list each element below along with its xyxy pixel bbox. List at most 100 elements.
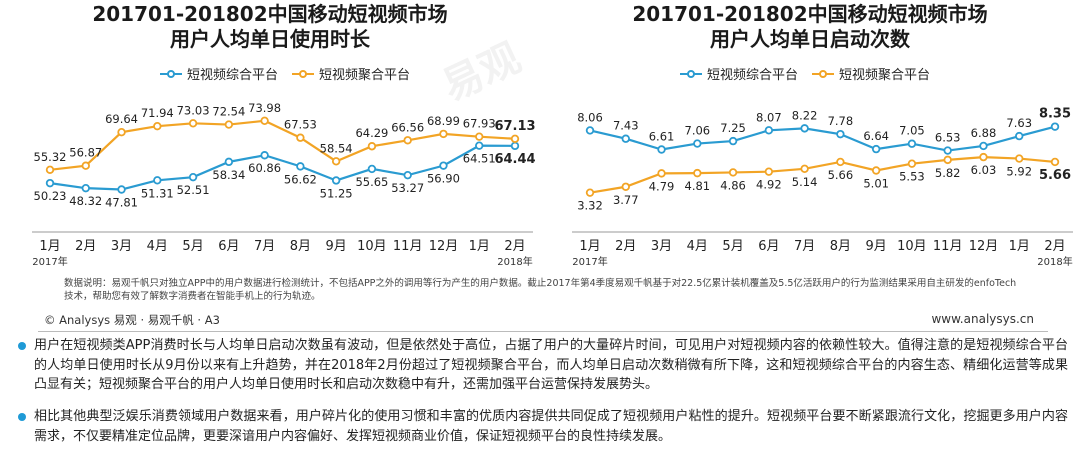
x-tick-label: 9月 bbox=[326, 239, 347, 254]
data-label: 5.14 bbox=[792, 175, 818, 189]
legend-swatch-icon bbox=[680, 69, 702, 79]
x-year-label: 2017年 bbox=[32, 255, 67, 268]
x-tick-label: 12月 bbox=[969, 239, 999, 254]
data-point bbox=[943, 155, 952, 165]
bullet-paragraph-2: 相比其他典型泛娱乐消费领域用户数据来看，用户碎片化的使用习惯和丰富的优质内容提供… bbox=[18, 407, 1068, 446]
data-point bbox=[1015, 131, 1024, 141]
data-point bbox=[979, 141, 988, 151]
data-label: 5.66 bbox=[828, 168, 854, 182]
legend-label: 短视频聚合平台 bbox=[319, 68, 411, 83]
data-point bbox=[331, 157, 341, 166]
data-label: 53.27 bbox=[391, 181, 424, 195]
data-label: 8.06 bbox=[577, 110, 603, 124]
data-label: 66.56 bbox=[391, 120, 424, 134]
data-point bbox=[585, 188, 595, 197]
data-label: 58.54 bbox=[320, 141, 353, 155]
bullet-icon bbox=[18, 413, 26, 421]
data-point bbox=[836, 157, 845, 167]
bullet-text: 相比其他典型泛娱乐消费领域用户数据来看，用户碎片化的使用习惯和丰富的优质内容提供… bbox=[34, 409, 1068, 444]
data-label: 5.82 bbox=[935, 166, 961, 180]
data-point bbox=[117, 127, 126, 137]
x-tick-label: 7月 bbox=[254, 239, 275, 254]
data-point bbox=[439, 129, 448, 139]
data-label: 51.31 bbox=[141, 186, 174, 200]
x-year-label: 2018年 bbox=[1037, 255, 1072, 268]
x-tick-label: 11月 bbox=[393, 239, 423, 254]
data-point bbox=[224, 157, 234, 167]
data-label: 47.81 bbox=[105, 195, 138, 209]
data-label: 7.78 bbox=[828, 114, 854, 128]
series-line bbox=[49, 144, 516, 191]
data-label: 5.53 bbox=[899, 170, 925, 184]
data-label: 67.93 bbox=[463, 117, 496, 131]
data-point bbox=[1050, 157, 1060, 167]
data-label: 3.32 bbox=[577, 199, 603, 213]
x-tick-label: 4月 bbox=[687, 239, 708, 254]
x-tick-label: 3月 bbox=[651, 239, 672, 254]
data-point bbox=[188, 119, 198, 128]
data-point bbox=[81, 161, 90, 170]
x-tick-label: 5月 bbox=[182, 239, 203, 254]
data-point bbox=[728, 168, 738, 177]
chart-legend: 短视频综合平台 短视频聚合平台 bbox=[160, 64, 424, 83]
x-tick-label: 12月 bbox=[429, 239, 459, 254]
data-point bbox=[367, 164, 377, 174]
data-label: 6.61 bbox=[649, 129, 675, 143]
data-point bbox=[907, 159, 917, 168]
data-point bbox=[764, 167, 774, 176]
x-tick-label: 6月 bbox=[758, 239, 779, 254]
bullet-icon bbox=[18, 342, 26, 350]
data-label: 50.23 bbox=[34, 189, 67, 203]
data-point bbox=[1015, 154, 1024, 163]
legend-swatch-icon bbox=[812, 69, 835, 79]
data-point bbox=[331, 176, 341, 185]
data-label: 64.44 bbox=[494, 152, 535, 167]
data-label: 6.53 bbox=[935, 131, 961, 145]
bullet-paragraph-1: 用户在短视频类APP消费时长与人均单日启动次数虽有波动，但是依然处于高位，占据了… bbox=[18, 336, 1068, 395]
website-link[interactable]: www.analysys.cn bbox=[931, 312, 1034, 326]
data-label: 67.13 bbox=[494, 119, 535, 134]
data-label: 64.29 bbox=[355, 126, 388, 140]
x-tick-label: 1月 bbox=[579, 239, 600, 254]
data-point bbox=[81, 183, 90, 193]
x-tick-label: 5月 bbox=[722, 239, 743, 254]
series-line bbox=[589, 125, 1056, 152]
data-point bbox=[45, 165, 55, 174]
data-label: 52.51 bbox=[177, 183, 210, 197]
data-label: 7.05 bbox=[899, 124, 925, 138]
data-label: 58.34 bbox=[212, 168, 245, 182]
data-label: 8.07 bbox=[756, 110, 782, 124]
data-point bbox=[45, 178, 55, 188]
x-tick-label: 2月 bbox=[1044, 239, 1065, 254]
data-label: 5.66 bbox=[1039, 168, 1071, 183]
x-tick-label: 2月 bbox=[504, 239, 525, 254]
x-tick-label: 11月 bbox=[933, 239, 963, 254]
legend-swatch-icon bbox=[160, 69, 182, 79]
divider bbox=[38, 331, 1048, 332]
data-label: 7.43 bbox=[613, 119, 639, 133]
data-label: 71.94 bbox=[141, 106, 174, 120]
data-point bbox=[117, 185, 126, 194]
data-point bbox=[224, 120, 234, 129]
data-label: 60.86 bbox=[248, 161, 281, 175]
data-label: 72.54 bbox=[212, 105, 245, 119]
chart-title: 201701-201802中国移动短视频市场 bbox=[92, 2, 448, 26]
data-point bbox=[979, 152, 988, 162]
legend-label: 短视频聚合平台 bbox=[839, 68, 931, 83]
legend-swatch-icon bbox=[292, 69, 315, 79]
data-point bbox=[657, 169, 666, 178]
data-label: 7.25 bbox=[720, 121, 746, 135]
legend-item-comprehensive: 短视频综合平台 bbox=[160, 64, 278, 83]
data-label: 8.35 bbox=[1039, 107, 1071, 122]
legend-item-aggregate: 短视频聚合平台 bbox=[812, 64, 930, 83]
data-point bbox=[153, 176, 162, 185]
legend-label: 短视频综合平台 bbox=[707, 68, 799, 83]
data-point bbox=[188, 172, 198, 182]
x-tick-label: 1月 bbox=[39, 239, 60, 254]
data-label: 73.98 bbox=[248, 101, 281, 115]
data-label: 67.53 bbox=[284, 118, 317, 132]
x-tick-label: 2月 bbox=[615, 239, 636, 254]
series-line bbox=[49, 119, 516, 171]
data-point bbox=[475, 132, 484, 141]
data-point bbox=[403, 136, 412, 145]
